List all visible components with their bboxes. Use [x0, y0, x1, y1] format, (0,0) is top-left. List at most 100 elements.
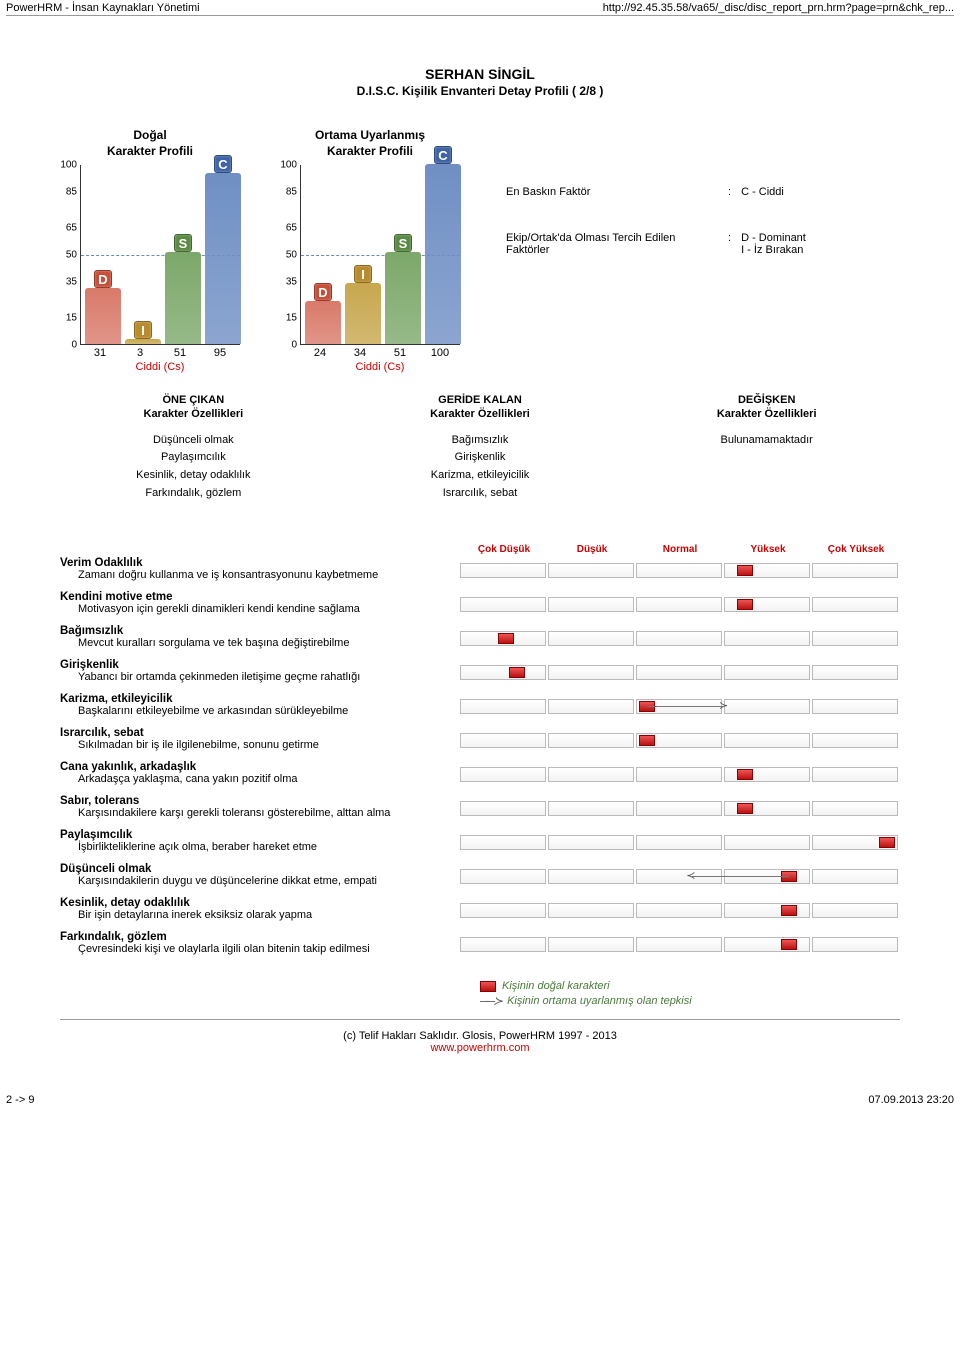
- trait-title: Sabır, tolerans: [60, 795, 450, 807]
- disc-bar: [205, 173, 241, 344]
- characteristic-item: Düşünceli olmak: [60, 432, 327, 450]
- bar-value: 100: [422, 347, 458, 359]
- characteristic-item: Israrcılık, sebat: [347, 485, 614, 503]
- front-list: Düşünceli olmakPaylaşımcılıkKesinlik, de…: [60, 432, 327, 502]
- separator: :: [724, 216, 735, 272]
- disc-bar-label: D: [94, 270, 112, 288]
- trait-title: Farkındalık, gözlem: [60, 931, 450, 943]
- behind-list: BağımsızlıkGirişkenlikKarizma, etkileyic…: [347, 432, 614, 502]
- trait-bar-track: ≺: [460, 866, 900, 888]
- trait-desc: Mevcut kuralları sorgulama ve tek başına…: [60, 637, 450, 649]
- bar-value: 51: [162, 347, 198, 359]
- natural-marker-icon: [879, 837, 895, 848]
- trait-bar-track: ≻: [460, 696, 900, 718]
- bar-value: 3: [122, 347, 158, 359]
- trait-row: GirişkenlikYabancı bir ortamda çekinmede…: [60, 659, 900, 693]
- scale-header-cell: Çok Yüksek: [812, 542, 900, 557]
- disc-bar-label: I: [134, 321, 152, 339]
- trait-bar-track: [460, 832, 900, 854]
- page-url: http://92.45.35.58/va65/_disc/disc_repor…: [603, 2, 954, 14]
- topbar: PowerHRM - İnsan Kaynakları Yönetimi htt…: [0, 0, 960, 15]
- y-tick: 65: [57, 223, 77, 234]
- trait-row: Israrcılık, sebatSıkılmadan bir iş ile i…: [60, 727, 900, 761]
- characteristic-item: Bağımsızlık: [347, 432, 614, 450]
- bar-value: 95: [202, 347, 238, 359]
- disc-bar: [165, 252, 201, 344]
- change-list: Bulunamamaktadır: [633, 432, 900, 450]
- legend-adapted: ──≻ Kişinin ortama uyarlanmış olan tepki…: [480, 993, 900, 1009]
- trait-row: Cana yakınlık, arkadaşlıkArkadaşça yakla…: [60, 761, 900, 795]
- scale-header-cell: Düşük: [548, 542, 636, 557]
- trait-desc: Motivasyon için gerekli dinamikleri kend…: [60, 603, 450, 615]
- y-tick: 100: [277, 160, 297, 171]
- trait-desc: Sıkılmadan bir iş ile ilgilenebilme, son…: [60, 739, 450, 751]
- traits-section: Çok DüşükDüşükNormalYüksekÇok Yüksek Ver…: [0, 502, 960, 975]
- front-characteristics: ÖNE ÇIKAN Karakter Özellikleri Düşünceli…: [60, 393, 327, 502]
- y-tick: 50: [277, 250, 297, 261]
- trait-title: Paylaşımcılık: [60, 829, 450, 841]
- trait-desc: Zamanı doğru kullanma ve iş konsantrasyo…: [60, 569, 450, 581]
- most-dominant-value: C - Ciddi: [737, 170, 810, 214]
- legend-natural: Kişinin doğal karakteri: [480, 979, 900, 993]
- disc-bar-label: S: [174, 234, 192, 252]
- legend-adapted-text: Kişinin ortama uyarlanmış olan tepkisi: [507, 995, 692, 1007]
- adapted-profile-heading: Ortama Uyarlanmış Karakter Profili: [280, 128, 460, 159]
- person-name: SERHAN SİNGİL: [0, 66, 960, 82]
- trait-title: Bağımsızlık: [60, 625, 450, 637]
- trait-row: Kesinlik, detay odaklılıkBir işin detayl…: [60, 897, 900, 931]
- traits-body: Verim OdaklılıkZamanı doğru kullanma ve …: [60, 557, 900, 965]
- characteristic-item: Paylaşımcılık: [60, 449, 327, 467]
- y-tick: 50: [57, 250, 77, 261]
- trait-desc: Yabancı bir ortamda çekinmeden iletişime…: [60, 671, 450, 683]
- page-counter: 2 -> 9: [6, 1094, 34, 1106]
- trait-bar-track: [460, 934, 900, 956]
- scale-header-cell: Çok Düşük: [460, 542, 548, 557]
- trait-desc: Karşısındakilere karşı gerekli toleransı…: [60, 807, 450, 819]
- y-tick: 100: [57, 160, 77, 171]
- trait-row: Karizma, etkileyicilikBaşkalarını etkile…: [60, 693, 900, 727]
- print-timestamp: 07.09.2013 23:20: [868, 1094, 954, 1106]
- trait-desc: Arkadaşça yaklaşma, cana yakın pozitif o…: [60, 773, 450, 785]
- characteristic-item: Girişkenlik: [347, 449, 614, 467]
- trait-row: Sabır, toleransKarşısındakilere karşı ge…: [60, 795, 900, 829]
- behind-characteristics: GERİDE KALAN Karakter Özellikleri Bağıms…: [347, 393, 614, 502]
- trait-title: Girişkenlik: [60, 659, 450, 671]
- natural-chart: 10085655035150DISC: [80, 165, 240, 345]
- trait-title: Verim Odaklılık: [60, 557, 450, 569]
- copyright: (c) Telif Hakları Saklıdır. Glosis, Powe…: [0, 1026, 960, 1054]
- trait-title: Cana yakınlık, arkadaşlık: [60, 761, 450, 773]
- disc-bar-label: I: [354, 265, 372, 283]
- y-tick: 0: [277, 340, 297, 351]
- trait-row: BağımsızlıkMevcut kuralları sorgulama ve…: [60, 625, 900, 659]
- trait-row: Düşünceli olmakKarşısındakilerin duygu v…: [60, 863, 900, 897]
- trait-desc: Başkalarını etkileyebilme ve arkasından …: [60, 705, 450, 717]
- separator: :: [724, 170, 735, 214]
- natural-marker-icon: [781, 905, 797, 916]
- natural-marker-icon: [639, 735, 655, 746]
- legend-arrow-icon: ──≻: [480, 994, 501, 1008]
- bar-value: 24: [302, 347, 338, 359]
- trait-row: Paylaşımcılıkİşbirlikteliklerine açık ol…: [60, 829, 900, 863]
- trait-bar-track: [460, 594, 900, 616]
- disc-bar: [85, 288, 121, 344]
- natural-marker-icon: [737, 803, 753, 814]
- y-tick: 15: [57, 313, 77, 324]
- trait-bar-track: [460, 798, 900, 820]
- bar-value: 34: [342, 347, 378, 359]
- adapted-class: Ciddi (Cs): [300, 359, 460, 373]
- disc-bar: [305, 301, 341, 344]
- front-heading: ÖNE ÇIKAN Karakter Özellikleri: [60, 393, 327, 422]
- copyright-link[interactable]: www.powerhrm.com: [430, 1042, 529, 1054]
- trait-row: Verim OdaklılıkZamanı doğru kullanma ve …: [60, 557, 900, 591]
- trait-row: Kendini motive etmeMotivasyon için gerek…: [60, 591, 900, 625]
- scale-header-cell: Yüksek: [724, 542, 812, 557]
- trait-desc: Karşısındakilerin duygu ve düşüncelerine…: [60, 875, 450, 887]
- natural-marker-icon: [737, 769, 753, 780]
- bar-value: 31: [82, 347, 118, 359]
- profiles-row: Doğal Karakter Profili 10085655035150DIS…: [0, 128, 960, 373]
- characteristic-item: Karizma, etkileyicilik: [347, 467, 614, 485]
- natural-values: 31 3 51 95: [80, 345, 240, 359]
- natural-marker-icon: [781, 939, 797, 950]
- trait-desc: İşbirlikteliklerine açık olma, beraber h…: [60, 841, 450, 853]
- footer: 2 -> 9 07.09.2013 23:20: [0, 1054, 960, 1112]
